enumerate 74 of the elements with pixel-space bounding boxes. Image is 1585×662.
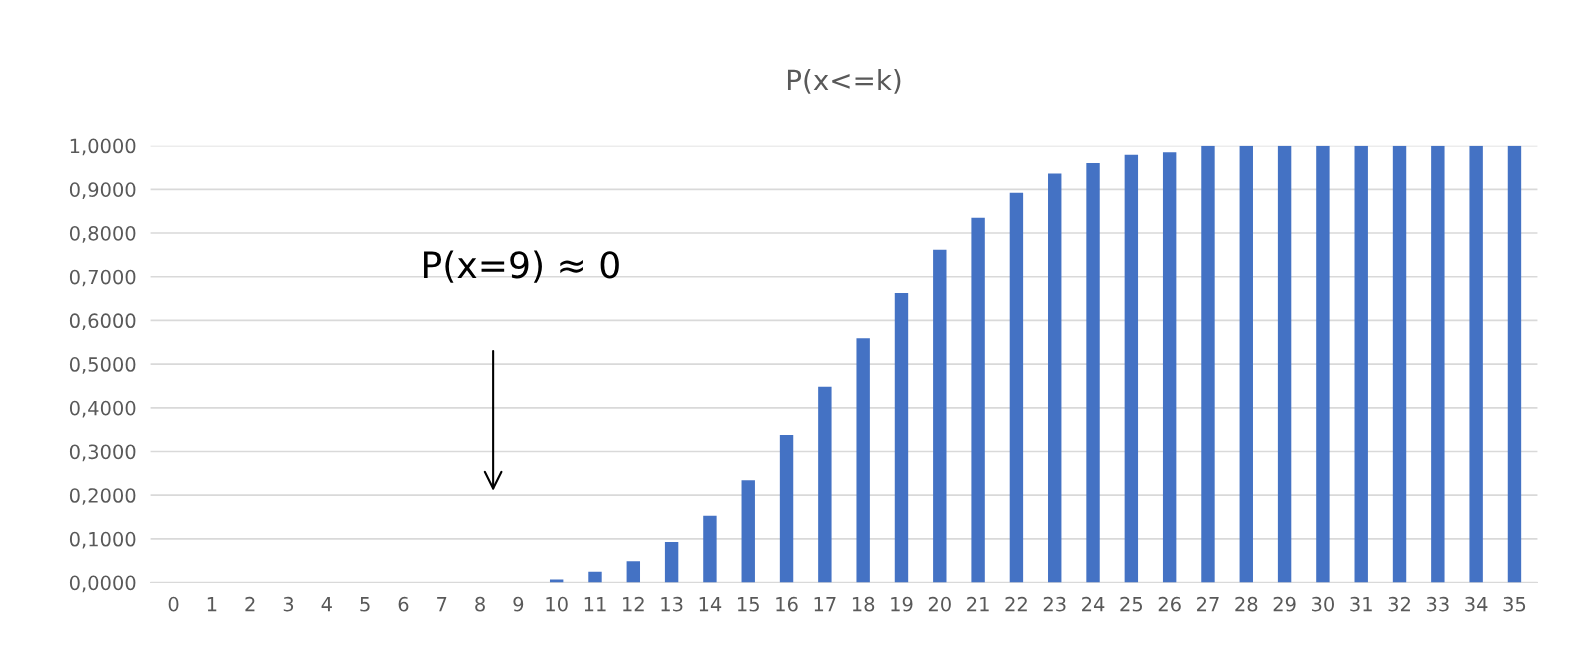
y-tick-label: 0,4000 xyxy=(69,400,136,418)
x-tick-label: 14 xyxy=(699,597,722,612)
x-tick-label: 15 xyxy=(738,597,759,612)
y-tick-label: 0,0000 xyxy=(69,575,136,593)
x-tick-label: 18 xyxy=(852,596,875,612)
x-tick-label: 6 xyxy=(398,596,409,612)
bar xyxy=(1048,173,1062,583)
bar xyxy=(1392,145,1407,583)
bar xyxy=(1507,145,1522,583)
bar xyxy=(1431,145,1445,583)
y-tick-label: 0,2000 xyxy=(69,488,136,505)
x-tick-label: 25 xyxy=(1120,596,1143,612)
x-tick-label: 29 xyxy=(1273,596,1296,612)
x-tick-label: 16 xyxy=(776,596,798,612)
bar xyxy=(1162,152,1177,583)
x-tick-label: 21 xyxy=(967,596,989,612)
chart-title: P(x<=k) xyxy=(787,68,901,94)
x-tick-label: 23 xyxy=(1043,596,1066,612)
bar xyxy=(703,515,717,583)
x-tick-label: 3 xyxy=(283,596,294,612)
bar xyxy=(626,561,640,583)
x-tick-label: 12 xyxy=(623,596,644,612)
x-tick-label: 31 xyxy=(1350,596,1372,612)
x-tick-label: 2 xyxy=(245,596,255,612)
y-tick-label: 0,6000 xyxy=(69,313,136,331)
x-tick-label: 11 xyxy=(584,597,606,612)
annotation: P(x=9) ≈ 0 xyxy=(424,250,619,283)
bar xyxy=(971,217,985,583)
bar xyxy=(1316,145,1330,583)
x-tick-label: 27 xyxy=(1197,596,1219,612)
bar xyxy=(1469,145,1483,583)
bar xyxy=(1277,145,1292,583)
x-tick-label: 34 xyxy=(1465,596,1488,612)
x-tick-label: 9 xyxy=(513,596,524,612)
x-tick-label: 0 xyxy=(168,596,179,612)
bar xyxy=(1086,163,1100,583)
bar xyxy=(588,571,602,583)
bar xyxy=(856,338,870,583)
bar xyxy=(818,386,832,583)
x-tick-label: 22 xyxy=(1005,596,1027,612)
x-tick-label: 7 xyxy=(437,597,447,612)
bar xyxy=(894,292,909,583)
x-tick-label: 24 xyxy=(1082,596,1105,612)
x-tick-label: 4 xyxy=(321,597,332,612)
x-tick-label: 30 xyxy=(1312,596,1334,612)
x-tick-label: 28 xyxy=(1235,596,1258,612)
bar xyxy=(1201,145,1215,583)
x-tick-label: 10 xyxy=(546,596,568,612)
y-tick-label: 0,3000 xyxy=(69,444,136,462)
y-tick-label: 0,5000 xyxy=(69,357,136,374)
bar xyxy=(664,541,679,583)
bar xyxy=(1009,192,1024,583)
x-tick-label: 13 xyxy=(661,596,683,612)
bar xyxy=(1354,145,1368,583)
x-tick-label: 33 xyxy=(1426,596,1449,612)
bar xyxy=(1124,154,1139,583)
y-tick-label: 0,1000 xyxy=(69,531,136,549)
y-tick-label: 0,8000 xyxy=(69,225,136,243)
y-tick-label: 0,9000 xyxy=(69,182,136,199)
x-tick-label: 5 xyxy=(360,597,370,612)
x-tick-label: 19 xyxy=(891,596,913,612)
y-tick-label: 0,7000 xyxy=(69,269,136,287)
bar xyxy=(1239,145,1253,583)
x-tick-label: 26 xyxy=(1158,596,1181,612)
bar xyxy=(933,249,947,583)
bar xyxy=(779,434,794,583)
x-tick-label: 8 xyxy=(475,596,485,612)
x-tick-label: 32 xyxy=(1388,596,1410,612)
x-tick-label: 35 xyxy=(1503,596,1526,612)
x-tick-label: 20 xyxy=(928,596,951,612)
bar xyxy=(741,480,755,583)
x-tick-label: 1 xyxy=(207,597,217,612)
y-tick-label: 1,0000 xyxy=(70,138,136,156)
x-tick-label: 17 xyxy=(814,597,836,612)
